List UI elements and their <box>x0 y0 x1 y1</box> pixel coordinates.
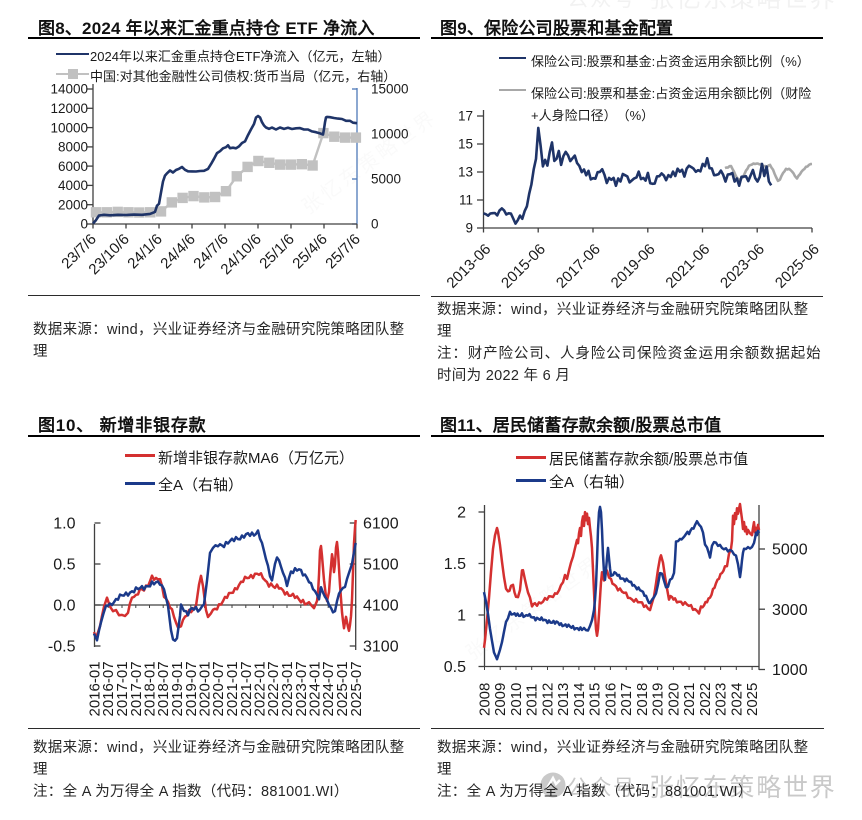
svg-text:2019-06: 2019-06 <box>608 241 659 292</box>
svg-text:13: 13 <box>458 165 473 180</box>
svg-text:2014: 2014 <box>571 683 588 716</box>
svg-text:2023: 2023 <box>713 683 730 716</box>
svg-text:0.5: 0.5 <box>444 659 466 676</box>
svg-text:-0.5: -0.5 <box>48 639 76 656</box>
svg-text:8000: 8000 <box>58 140 88 155</box>
svg-text:2016-01: 2016-01 <box>87 661 104 716</box>
svg-text:9: 9 <box>465 221 473 236</box>
svg-text:2025: 2025 <box>744 683 761 716</box>
svg-text:2021-07: 2021-07 <box>238 661 255 716</box>
svg-text:2016-07: 2016-07 <box>100 661 117 716</box>
svg-text:2013: 2013 <box>555 683 572 716</box>
svg-text:2017-07: 2017-07 <box>128 661 145 716</box>
svg-text:2018-01: 2018-01 <box>142 661 159 716</box>
svg-text:6000: 6000 <box>58 159 88 174</box>
svg-text:2015: 2015 <box>587 683 604 716</box>
svg-text:2017-01: 2017-01 <box>114 661 131 716</box>
svg-text:2024-07: 2024-07 <box>320 661 337 716</box>
svg-text:2015-06: 2015-06 <box>498 241 549 292</box>
svg-text:0.0: 0.0 <box>53 598 75 615</box>
svg-text:10000: 10000 <box>50 120 88 135</box>
svg-text:3000: 3000 <box>772 602 808 619</box>
svg-text:10000: 10000 <box>371 127 409 142</box>
svg-text:14000: 14000 <box>50 82 88 97</box>
svg-text:2021-06: 2021-06 <box>662 241 713 292</box>
svg-text:12000: 12000 <box>50 101 88 116</box>
svg-text:2023-07: 2023-07 <box>293 661 310 716</box>
svg-text:24/1/6: 24/1/6 <box>124 231 166 273</box>
svg-text:6100: 6100 <box>363 516 399 533</box>
svg-text:2013-06: 2013-06 <box>443 241 494 292</box>
svg-text:2020-07: 2020-07 <box>210 661 227 716</box>
svg-text:2021: 2021 <box>681 683 698 716</box>
svg-text:2019-01: 2019-01 <box>169 661 186 716</box>
svg-text:2018: 2018 <box>634 683 651 716</box>
svg-text:0.5: 0.5 <box>53 557 75 574</box>
svg-text:2017: 2017 <box>618 683 635 716</box>
svg-text:2025-07: 2025-07 <box>348 661 365 716</box>
svg-text:2023-01: 2023-01 <box>279 661 296 716</box>
svg-text:3100: 3100 <box>363 639 399 656</box>
svg-text:15000: 15000 <box>371 82 409 97</box>
svg-text:5100: 5100 <box>363 557 399 574</box>
svg-text:4100: 4100 <box>363 598 399 615</box>
svg-text:1000: 1000 <box>772 662 808 679</box>
svg-text:1: 1 <box>457 608 466 625</box>
svg-text:2009: 2009 <box>492 683 509 716</box>
svg-text:2000: 2000 <box>58 197 88 212</box>
svg-text:25/1/6: 25/1/6 <box>256 231 298 273</box>
svg-text:11: 11 <box>459 193 473 208</box>
svg-text:2020: 2020 <box>665 683 682 716</box>
svg-text:2023-06: 2023-06 <box>717 241 768 292</box>
svg-text:2025-06: 2025-06 <box>772 241 823 292</box>
svg-text:17: 17 <box>458 109 473 124</box>
svg-text:25/4/6: 25/4/6 <box>289 231 331 273</box>
svg-text:25/7/6: 25/7/6 <box>322 231 364 273</box>
svg-text:2011: 2011 <box>524 684 541 716</box>
svg-text:2018-07: 2018-07 <box>155 661 172 716</box>
svg-text:2020-01: 2020-01 <box>197 661 214 716</box>
svg-text:15: 15 <box>458 137 473 152</box>
svg-text:2019-07: 2019-07 <box>183 661 200 716</box>
svg-text:2022-01: 2022-01 <box>252 661 269 716</box>
svg-text:4000: 4000 <box>58 178 88 193</box>
svg-text:1.5: 1.5 <box>444 556 466 573</box>
svg-text:2016: 2016 <box>602 683 619 716</box>
svg-text:2008: 2008 <box>477 683 494 716</box>
svg-text:2017-06: 2017-06 <box>553 241 604 292</box>
svg-text:1.0: 1.0 <box>53 516 75 533</box>
svg-text:2019: 2019 <box>650 683 667 716</box>
svg-text:2022: 2022 <box>697 683 714 716</box>
svg-text:2012: 2012 <box>540 683 557 716</box>
svg-text:2021-01: 2021-01 <box>224 661 241 716</box>
svg-text:24/4/6: 24/4/6 <box>157 231 199 273</box>
svg-text:2025-01: 2025-01 <box>334 661 351 716</box>
svg-text:2: 2 <box>457 505 466 522</box>
svg-text:0: 0 <box>80 217 88 232</box>
svg-text:2010: 2010 <box>508 683 525 716</box>
svg-text:2024: 2024 <box>728 683 745 716</box>
svg-text:2022-07: 2022-07 <box>265 661 282 716</box>
svg-text:0: 0 <box>371 217 379 232</box>
svg-text:5000: 5000 <box>371 172 401 187</box>
svg-text:2024-01: 2024-01 <box>307 661 324 716</box>
svg-text:5000: 5000 <box>772 542 808 559</box>
